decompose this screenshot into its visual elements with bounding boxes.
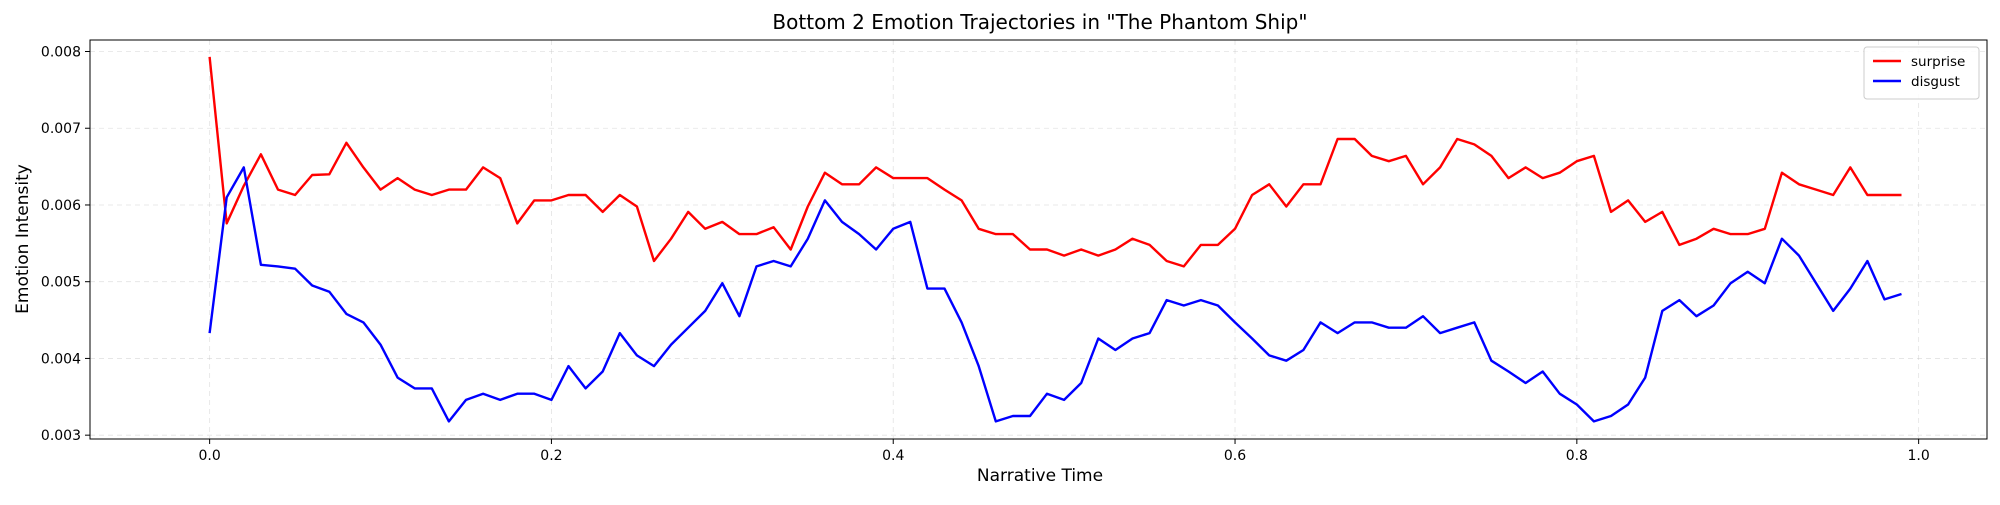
x-axis-label: Narrative Time bbox=[977, 466, 1103, 486]
x-tick-label: 0.6 bbox=[1224, 448, 1246, 464]
x-tick-label: 0.8 bbox=[1566, 448, 1588, 464]
y-axis-ticks: 0.003 0.004 0.005 0.006 0.007 0.008 bbox=[41, 45, 90, 444]
x-tick-label: 0.4 bbox=[882, 448, 904, 464]
grid-lines bbox=[90, 40, 1987, 439]
series-line-disgust bbox=[208, 166, 1902, 423]
x-tick-label: 0.0 bbox=[198, 448, 220, 464]
y-tick-label: 0.003 bbox=[41, 428, 81, 444]
series-line-surprise bbox=[208, 56, 1902, 268]
series-lines bbox=[208, 56, 1902, 423]
legend-label-disgust: disgust bbox=[1911, 74, 1960, 90]
chart-title: Bottom 2 Emotion Trajectories in "The Ph… bbox=[772, 10, 1307, 34]
y-tick-label: 0.005 bbox=[41, 275, 81, 291]
legend: surprise disgust bbox=[1863, 46, 1980, 100]
plot-area-frame bbox=[89, 39, 1988, 440]
x-axis-ticks: 0.0 0.2 0.4 0.6 0.8 1.0 bbox=[198, 439, 1930, 464]
x-tick-label: 0.2 bbox=[540, 448, 562, 464]
y-tick-label: 0.006 bbox=[41, 198, 81, 214]
legend-label-surprise: surprise bbox=[1911, 54, 1965, 70]
y-tick-label: 0.007 bbox=[41, 121, 81, 137]
y-axis-label: Emotion Intensity bbox=[13, 164, 33, 314]
y-tick-label: 0.008 bbox=[41, 45, 81, 61]
y-tick-label: 0.004 bbox=[41, 351, 81, 367]
x-tick-label: 1.0 bbox=[1908, 448, 1930, 464]
